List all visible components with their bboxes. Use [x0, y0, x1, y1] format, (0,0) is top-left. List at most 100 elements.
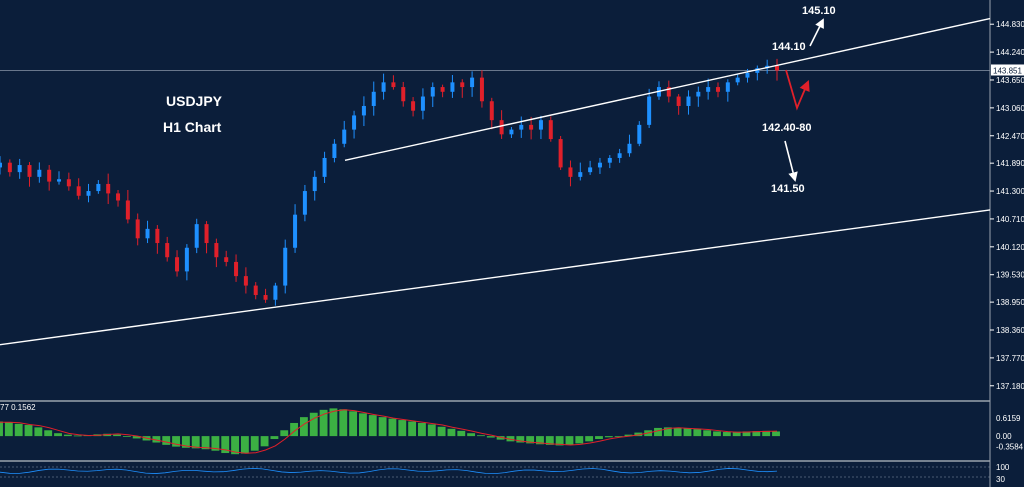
- histogram-bar: [614, 436, 623, 437]
- y-tick-label: 140.710: [996, 215, 1024, 224]
- y-tick-label: 137.180: [996, 382, 1024, 391]
- candle-body: [735, 77, 740, 83]
- histogram-bar: [388, 418, 397, 437]
- upper-channel-line: [344, 17, 991, 162]
- candle-body: [548, 120, 553, 140]
- osc-tick-label: -0.3584: [996, 443, 1024, 452]
- histogram-bar: [329, 408, 338, 437]
- candle-body: [627, 143, 632, 154]
- candle-body: [706, 87, 711, 92]
- candle-body: [411, 101, 416, 111]
- y-tick-label: 144.240: [996, 48, 1024, 57]
- histogram-bar: [191, 436, 200, 449]
- histogram-bar: [595, 436, 603, 440]
- candle-body: [725, 82, 730, 92]
- candle-body: [666, 87, 671, 97]
- bottom-tick-label: 30: [996, 475, 1005, 484]
- candle-body: [696, 91, 701, 97]
- candle-body: [676, 96, 681, 106]
- y-tick-label: 142.470: [996, 132, 1024, 141]
- signal-line: [0, 409, 778, 454]
- candle-body: [184, 247, 189, 272]
- histogram-bar: [280, 430, 289, 437]
- candle-body: [755, 68, 760, 73]
- candle-body: [253, 285, 258, 296]
- trendlines-group: [0, 17, 991, 346]
- candle-body: [302, 191, 307, 215]
- histogram-bar: [132, 436, 141, 439]
- histogram-bar: [172, 436, 180, 447]
- candle-body: [470, 77, 475, 88]
- y-axis: 144.830 144.240 143.650 143.060 142.470 141.8…: [990, 20, 1024, 391]
- candle-body: [37, 169, 42, 177]
- histogram-bar: [624, 434, 633, 437]
- histogram-bar: [654, 427, 662, 437]
- candle-body: [322, 157, 327, 177]
- candle-body: [27, 165, 32, 177]
- candle-body: [312, 176, 317, 192]
- y-tick-label: 143.650: [996, 76, 1024, 85]
- candle-body: [57, 179, 62, 182]
- histogram-bar: [516, 436, 525, 443]
- arrow-up-to-target-high: [809, 18, 824, 47]
- candle-body: [273, 285, 278, 300]
- candle-body: [686, 96, 691, 106]
- candle-body: [558, 139, 563, 168]
- histogram-bar: [762, 430, 771, 437]
- histogram-bar: [250, 436, 259, 451]
- histogram-bar: [496, 436, 505, 440]
- histogram-bar: [221, 436, 230, 454]
- candle-body: [17, 165, 22, 173]
- histogram-bar: [713, 431, 721, 437]
- histogram-bar: [732, 431, 741, 437]
- candle-body: [450, 82, 455, 92]
- candle-body: [647, 96, 652, 125]
- candle-body: [420, 96, 425, 111]
- osc-tick-label: 0.6159: [996, 414, 1021, 423]
- candle-body: [234, 261, 239, 277]
- histogram-bar: [211, 436, 220, 451]
- candle-body: [293, 214, 298, 248]
- candle-body: [529, 124, 534, 130]
- candles-group: [0, 58, 779, 306]
- y-tick-label: 141.890: [996, 159, 1024, 168]
- histogram-bar: [457, 430, 466, 437]
- candle-body: [617, 153, 622, 158]
- y-tick-label: 139.530: [996, 271, 1024, 280]
- candle-body: [194, 224, 199, 248]
- annotation-target-low: 141.50: [771, 183, 805, 195]
- candle-body: [214, 243, 219, 258]
- red-projection-arrow: [785, 69, 810, 111]
- histogram-bar: [44, 430, 53, 437]
- candle-body: [7, 162, 12, 173]
- histogram-bar: [722, 432, 731, 437]
- histogram-bar: [683, 428, 692, 437]
- candle-body: [715, 87, 720, 92]
- candle-body: [568, 167, 573, 177]
- histogram-bar: [663, 427, 672, 437]
- annotation-target-mid: 144.10: [772, 41, 806, 53]
- histogram-bar: [152, 436, 161, 443]
- y-tick-label: 144.830: [996, 20, 1024, 29]
- candle-body: [224, 257, 229, 262]
- current-price-label-bg: [991, 64, 1024, 76]
- histogram-bar: [752, 431, 761, 437]
- histogram-bar: [122, 436, 131, 437]
- candle-body: [155, 228, 160, 244]
- osc-tick-label: 0.00: [996, 432, 1012, 441]
- arrows-group: [784, 18, 824, 182]
- candle-body: [332, 143, 337, 158]
- candle-body: [243, 276, 248, 286]
- histogram-bar: [0, 421, 3, 437]
- histogram-bar: [349, 411, 358, 437]
- histogram-bar: [309, 412, 318, 437]
- histogram-bar: [575, 436, 584, 444]
- histogram-bar: [604, 436, 613, 438]
- histogram-bar: [299, 417, 308, 437]
- histogram-bar: [447, 428, 456, 437]
- candle-body: [745, 72, 750, 78]
- candle-body: [342, 129, 347, 144]
- oscillator-panel: 0.6159 0.00 -0.3584: [0, 408, 1024, 455]
